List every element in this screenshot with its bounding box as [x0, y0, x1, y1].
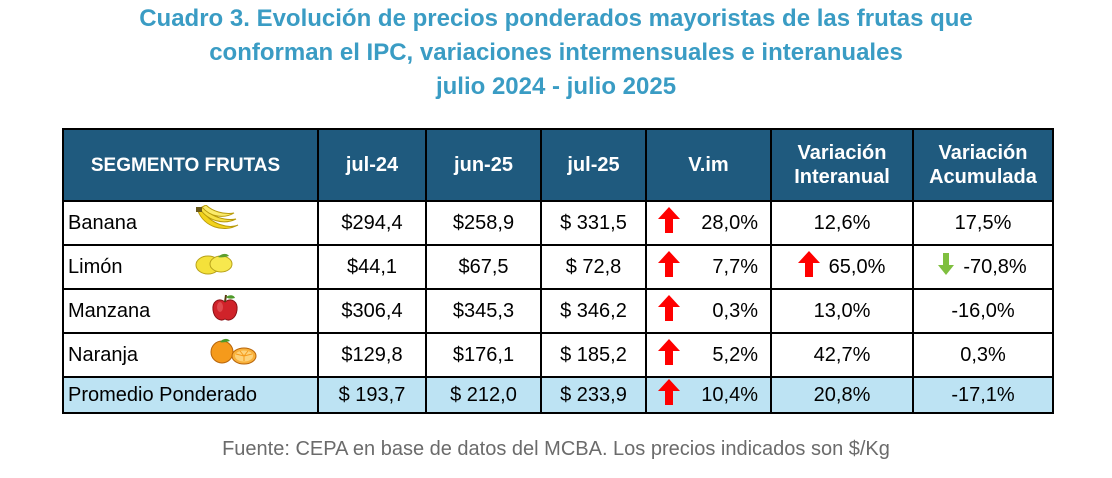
cell-jul25: $ 72,8 [540, 244, 647, 290]
cell-jul25: $ 331,5 [540, 200, 647, 246]
cell-interanual: 42,7% [770, 332, 914, 378]
banana-icon [194, 204, 242, 241]
cell-jul25: $ 185,2 [540, 332, 647, 378]
arrow-up-icon [657, 378, 681, 412]
title-line-2: conforman el IPC, variaciones intermensu… [209, 39, 903, 66]
title-line-3: julio 2024 - julio 2025 [435, 73, 677, 100]
table-row: Limón $44,1 $67,5 $ 72,8 7,7% [62, 244, 1054, 290]
row-segment: Banana [62, 200, 319, 246]
table-row: Banana $294,4 $258,9 $ 331,5 [62, 200, 1054, 246]
header-row: SEGMENTO FRUTAS jul-24 jun-25 jul-25 V.i… [62, 128, 1054, 202]
header-vim: V.im [645, 128, 772, 202]
lemon-icon [194, 251, 234, 283]
arrow-up-icon [657, 250, 681, 284]
cell-vim: 0,3% [645, 288, 772, 334]
cell-jun25: $258,9 [425, 200, 542, 246]
cell-acumulada: 17,5% [912, 200, 1054, 246]
header-jul25: jul-25 [540, 128, 647, 202]
cell-interanual: 65,0% [770, 244, 914, 290]
cell-interanual: 12,6% [770, 200, 914, 246]
cell-vim: 5,2% [645, 332, 772, 378]
arrow-up-icon [657, 206, 681, 240]
cell-jul25: $ 233,9 [540, 376, 647, 414]
cell-jul25: $ 346,2 [540, 288, 647, 334]
header-jul24: jul-24 [317, 128, 427, 202]
cell-vim: 10,4% [645, 376, 772, 414]
cell-vim: 28,0% [645, 200, 772, 246]
cell-acumulada: -16,0% [912, 288, 1054, 334]
cell-jul24: $129,8 [317, 332, 427, 378]
title-line-1: Cuadro 3. Evolución de precios ponderado… [139, 5, 973, 32]
average-row: Promedio Ponderado $ 193,7 $ 212,0 $ 233… [62, 376, 1054, 414]
apple-icon [210, 293, 240, 329]
cell-acumulada: 0,3% [912, 332, 1054, 378]
table-row: Naranja $129,8 $176,1 $ 185,2 [62, 332, 1054, 378]
table-row: Manzana $306,4 $345,3 $ 346,2 [62, 288, 1054, 334]
arrow-up-icon [657, 294, 681, 328]
source-note: Fuente: CEPA en base de datos del MCBA. … [222, 438, 890, 460]
cell-acumulada: -70,8% [912, 244, 1054, 290]
orange-icon [208, 338, 258, 372]
header-segment: SEGMENTO FRUTAS [62, 128, 319, 202]
cell-jul24: $44,1 [317, 244, 427, 290]
cell-vim: 7,7% [645, 244, 772, 290]
row-segment: Limón [62, 244, 319, 290]
arrow-up-icon [797, 250, 821, 284]
header-acumulada: Variación Acumulada [912, 128, 1054, 202]
cell-jul24: $ 193,7 [317, 376, 427, 414]
cell-jun25: $345,3 [425, 288, 542, 334]
cell-acumulada: -17,1% [912, 376, 1054, 414]
arrow-down-icon [937, 252, 955, 282]
cell-jun25: $176,1 [425, 332, 542, 378]
cell-jul24: $306,4 [317, 288, 427, 334]
row-segment: Promedio Ponderado [62, 376, 319, 414]
arrow-up-icon [657, 338, 681, 372]
row-segment: Naranja [62, 332, 319, 378]
cell-jun25: $67,5 [425, 244, 542, 290]
cell-jul24: $294,4 [317, 200, 427, 246]
header-jun25: jun-25 [425, 128, 542, 202]
fruit-price-table: SEGMENTO FRUTAS jul-24 jun-25 jul-25 V.i… [62, 128, 1054, 414]
cell-jun25: $ 212,0 [425, 376, 542, 414]
header-interanual: Variación Interanual [770, 128, 914, 202]
table-title: Cuadro 3. Evolución de precios ponderado… [0, 2, 1112, 104]
cell-interanual: 20,8% [770, 376, 914, 414]
cell-interanual: 13,0% [770, 288, 914, 334]
row-segment: Manzana [62, 288, 319, 334]
